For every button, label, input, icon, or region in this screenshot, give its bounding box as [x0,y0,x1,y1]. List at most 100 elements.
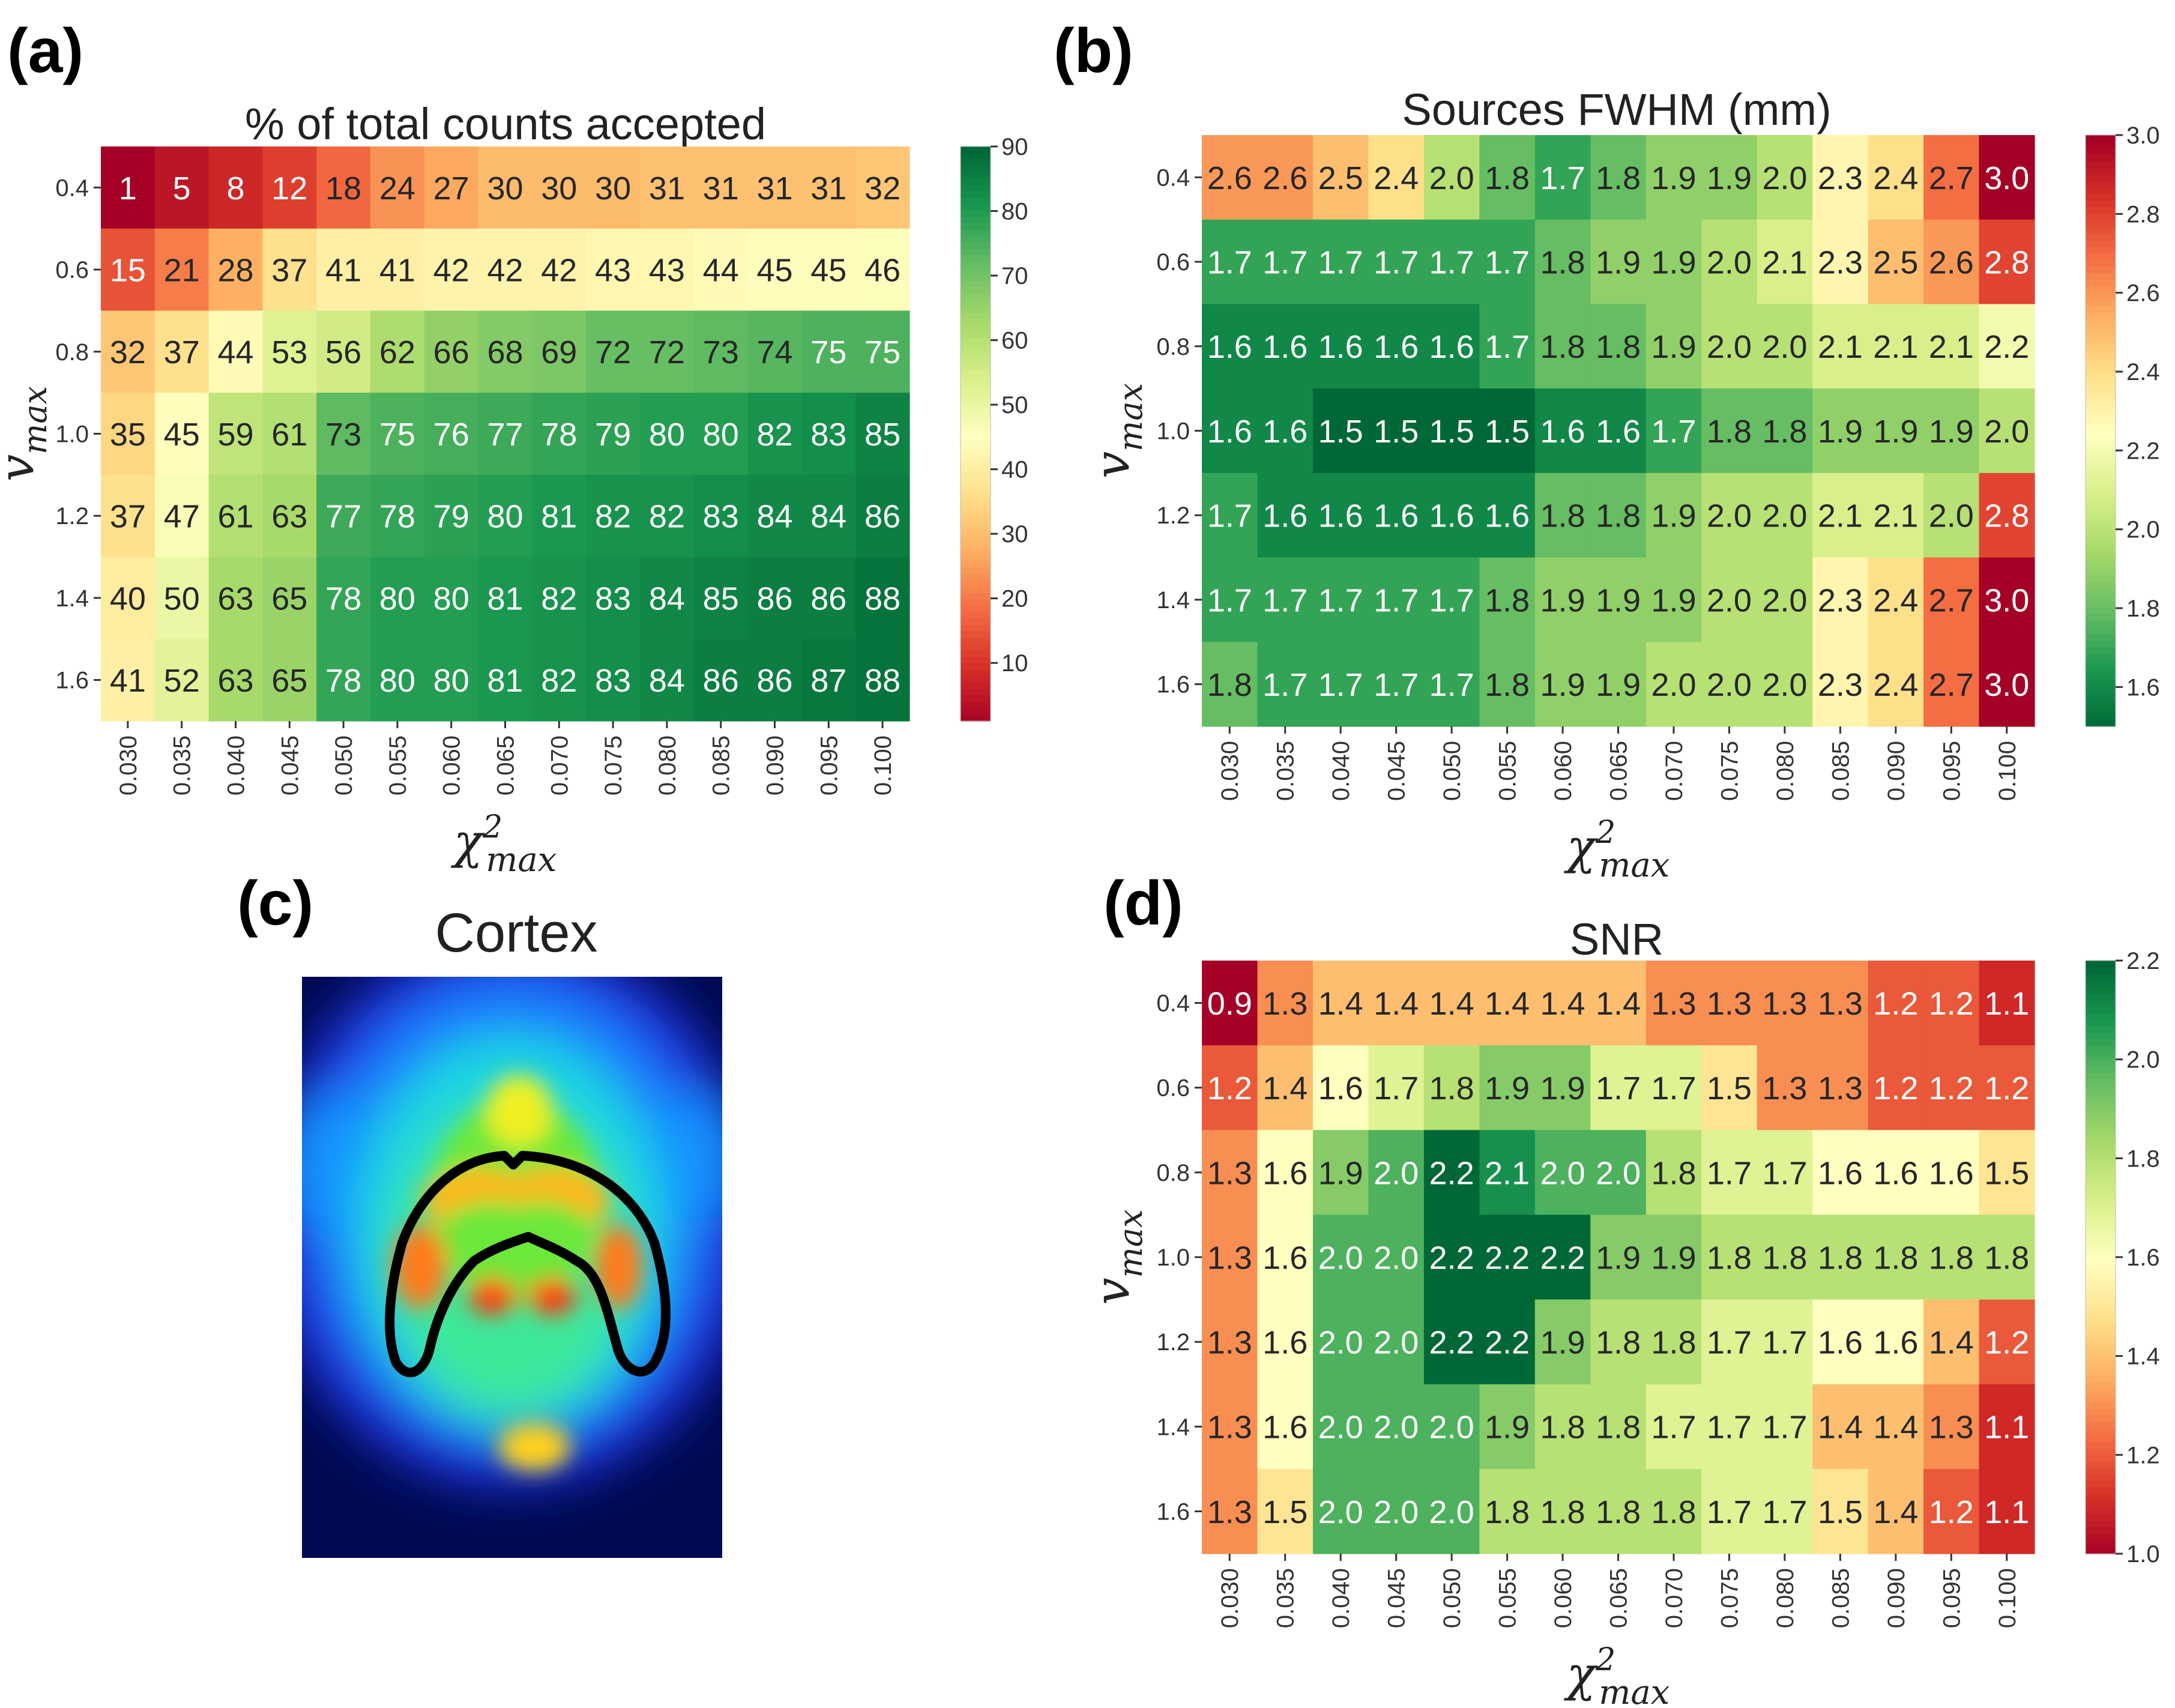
heatmap-cell [424,310,479,393]
heatmap-cell [1479,304,1536,389]
y-tick-label: 1.0 [1156,418,1190,445]
colorbar-segment [2086,1237,2116,1245]
colorbar-tick-label: 1.2 [2126,1442,2160,1468]
cell-value-label: 84 [649,663,685,699]
colorbar-segment [961,338,991,345]
x-tick-label: 0.070 [1661,741,1688,801]
colorbar-segment [961,268,991,275]
y-axis-label-sub: max [16,386,54,454]
colorbar-segment [961,478,991,486]
heatmap-cell [1423,219,1480,305]
colorbar-segment [2086,1251,2116,1258]
x-axis-label-sup: 2 [482,809,502,845]
colorbar-segment [961,402,991,409]
cell-value-label: 76 [433,417,469,453]
heatmap-cell [1202,961,1258,1046]
heatmap-cell [424,228,479,312]
heatmap-cell [1479,642,1536,727]
heatmap-cell [478,228,532,312]
colorbar-tick-label: 10 [1001,650,1028,677]
heatmap-cell [1534,135,1591,220]
cell-value-label: 1.5 [1485,414,1530,450]
colorbar-segment [2086,141,2116,149]
colorbar-segment [2086,207,2116,215]
colorbar-tick-label: 2.0 [2126,517,2160,543]
x-tick-label: 0.040 [223,735,250,795]
heatmap-cell [154,146,210,229]
colorbar-segment [2086,967,2116,974]
cortex-image [302,977,722,1558]
heatmap-cell [801,639,856,722]
colorbar-segment [2086,174,2116,182]
heatmap-cell [1646,304,1702,389]
heatmap-cell [1590,961,1647,1046]
colorbar-segment [2086,549,2116,557]
colorbar-segment [2086,569,2116,576]
cell-value-label: 1.2 [1929,986,1974,1022]
y-tick-label: 1.4 [1156,1414,1190,1440]
heatmap-cell [370,639,425,722]
cell-value-label: 1.6 [1374,498,1419,534]
heatmap-cell [1812,472,1869,558]
cell-value-label: 1.7 [1707,1155,1752,1191]
cell-value-label: 1.8 [1540,1494,1585,1530]
heatmap-cell [424,639,479,722]
cell-value-label: 1.9 [1485,1410,1530,1446]
cell-value-label: 3.0 [1984,160,2029,196]
heatmap-cell [586,228,641,312]
cell-value-label: 3.0 [1984,582,2029,618]
heatmap-cell [1479,388,1536,474]
cell-value-label: 43 [595,253,631,289]
colorbar-segment [2086,1303,2116,1311]
heatmap-cell [424,557,479,639]
cell-value-label: 37 [271,253,307,289]
cell-value-label: 81 [487,663,523,699]
cell-value-label: 28 [217,253,253,289]
heatmap-cell [262,474,317,558]
colorbar-segment [2086,1336,2116,1344]
heatmap-cell [1479,1468,1536,1554]
heatmap-cell [262,393,317,475]
heatmap-cell [370,557,425,639]
heatmap-cell [1368,135,1425,220]
heatmap-cell [586,310,641,393]
heatmap-cell [1312,388,1369,474]
heatmap-cell [1701,472,1758,558]
cell-value-label: 1.8 [1873,1240,1918,1276]
colorbar-segment [961,472,991,479]
heatmap-cell [1812,1215,1869,1300]
cell-value-label: 1.8 [1762,1240,1807,1276]
cell-value-label: 1.4 [1929,1325,1974,1361]
heatmap-cell [1979,1384,2035,1470]
colorbar-segment [961,184,991,192]
colorbar-segment [961,593,991,600]
colorbar-segment [2086,194,2116,202]
cell-value-label: 1.7 [1318,667,1363,703]
colorbar-segment [961,255,991,262]
heatmap-cell [693,310,749,393]
heatmap-cell [1868,135,1924,220]
cell-value-label: 1.6 [1818,1325,1863,1361]
colorbar-segment [2086,1000,2116,1007]
heatmap-cell [262,228,317,312]
colorbar-segment [2086,483,2116,490]
colorbar-segment [2086,687,2116,695]
cell-value-label: 30 [487,170,523,207]
cell-value-label: 2.1 [1873,498,1918,534]
cell-value-label: 1.5 [1707,1070,1752,1106]
heatmap-cell [370,310,425,393]
colorbar-segment [2086,1085,2116,1093]
colorbar-segment [2086,325,2116,333]
colorbar-segment [961,242,991,249]
heatmap-cell [747,639,802,722]
y-tick-label: 1.6 [1156,1498,1190,1525]
heatmap-cell [1701,135,1758,220]
heatmap-cell [1202,557,1258,642]
cell-value-label: 2.6 [1262,160,1308,196]
colorbar-segment [961,159,991,166]
cell-value-label: 42 [541,253,577,289]
cell-value-label: 2.0 [1707,329,1752,365]
cell-value-label: 1.7 [1374,245,1419,281]
colorbar-segment [2086,654,2116,662]
cell-value-label: 81 [541,499,577,535]
